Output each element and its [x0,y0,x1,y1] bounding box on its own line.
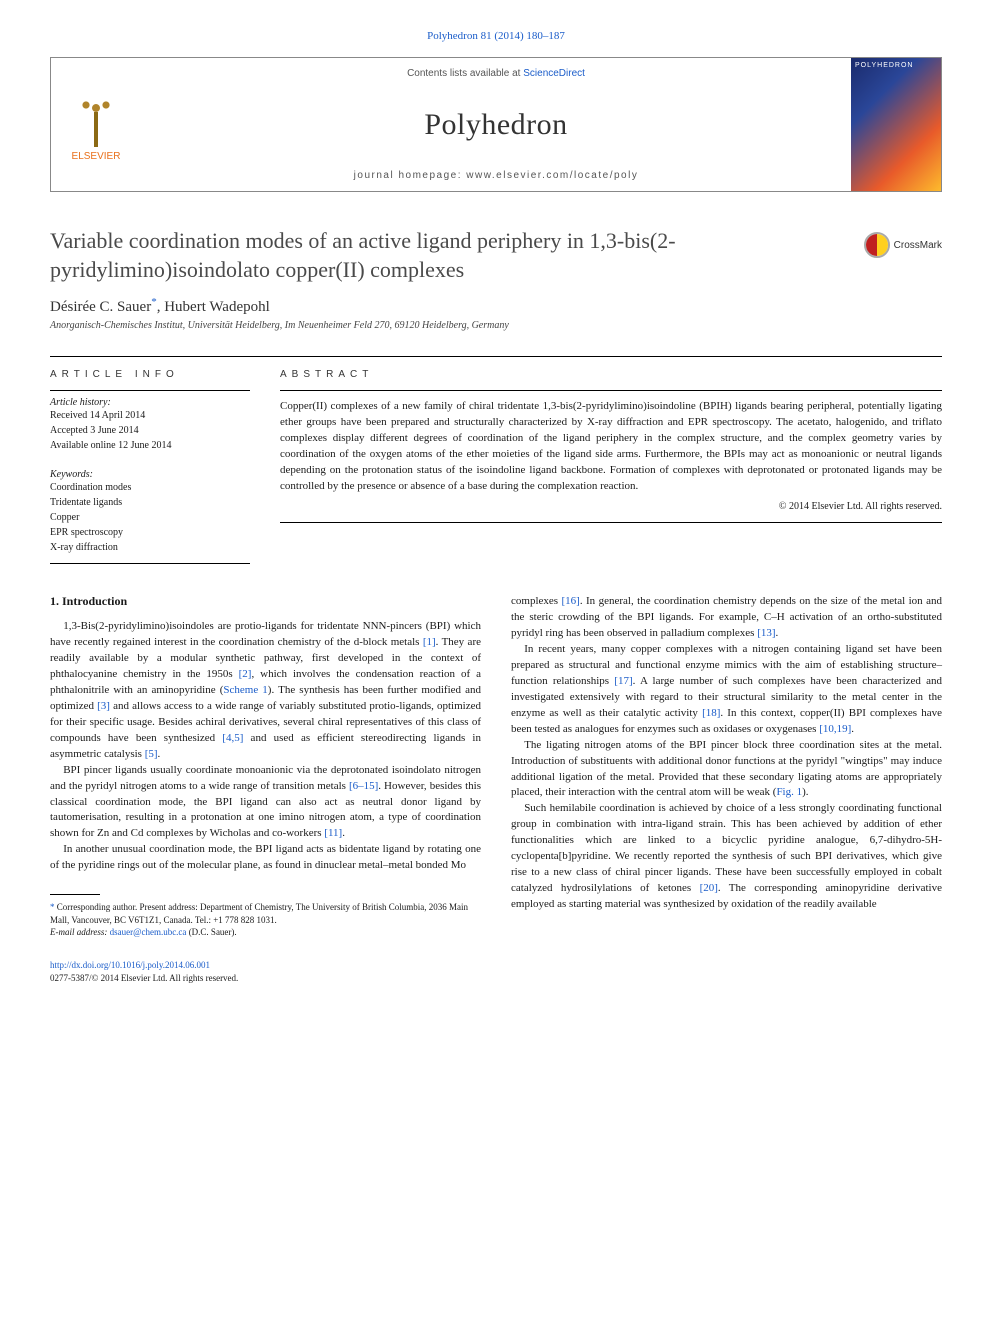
history-accepted: Accepted 3 June 2014 [50,423,250,438]
info-abstract-row: ARTICLE INFO Article history: Received 1… [50,356,942,564]
right-para-3: Such hemilabile coordination is achieved… [511,801,942,913]
left-para-0: 1,3-Bis(2-pyridylimino)isoindoles are pr… [50,619,481,762]
journal-header-box: ELSEVIER Contents lists available at Sci… [50,57,942,192]
email-link[interactable]: dsauer@chem.ubc.ca [110,927,187,937]
contents-available-line: Contents lists available at ScienceDirec… [141,68,851,79]
right-para-0: complexes [16]. In general, the coordina… [511,594,942,642]
footer-bar: http://dx.doi.org/10.1016/j.poly.2014.06… [50,959,481,984]
keyword-0: Coordination modes [50,480,250,495]
left-column: 1. Introduction 1,3-Bis(2-pyridylimino)i… [50,594,481,984]
doi-link[interactable]: http://dx.doi.org/10.1016/j.poly.2014.06… [50,959,481,972]
journal-name: Polyhedron [141,108,851,142]
contents-prefix: Contents lists available at [407,68,523,79]
right-para-2: The ligating nitrogen atoms of the BPI p… [511,738,942,802]
authors-line: Désirée C. Sauer*, Hubert Wadepohl [50,296,942,316]
title-row: Variable coordination modes of an active… [50,227,942,284]
abstract-block: ABSTRACT Copper(II) complexes of a new f… [280,369,942,564]
article-info-heading: ARTICLE INFO [50,369,250,380]
abstract-copyright: © 2014 Elsevier Ltd. All rights reserved… [280,501,942,523]
elsevier-logo[interactable]: ELSEVIER [71,87,121,162]
abstract-text: Copper(II) complexes of a new family of … [280,390,942,495]
right-column: complexes [16]. In general, the coordina… [511,594,942,984]
email-person: (D.C. Sauer). [186,927,236,937]
email-footnote: E-mail address: dsauer@chem.ubc.ca (D.C.… [50,926,481,939]
left-para-1: BPI pincer ligands usually coordinate mo… [50,763,481,843]
keyword-2: Copper [50,510,250,525]
corresponding-author-footnote: * Corresponding author. Present address:… [50,901,481,926]
body-columns: 1. Introduction 1,3-Bis(2-pyridylimino)i… [50,594,942,984]
keywords-heading: Keywords: [50,469,250,480]
article-info-block: ARTICLE INFO Article history: Received 1… [50,369,250,564]
history-heading: Article history: [50,390,250,408]
publisher-logo-area: ELSEVIER [51,58,141,191]
crossmark-label: CrossMark [894,240,942,251]
homepage-prefix: journal homepage: [354,170,467,181]
sciencedirect-link[interactable]: ScienceDirect [523,68,585,79]
crossmark-icon [864,232,890,258]
section-heading-intro: 1. Introduction [50,594,481,609]
footnote-marker: * [50,902,55,912]
right-para-1: In recent years, many copper complexes w… [511,642,942,738]
keyword-3: EPR spectroscopy [50,525,250,540]
footnote-text: Corresponding author. Present address: D… [50,902,468,925]
history-online: Available online 12 June 2014 [50,438,250,453]
author-2: Hubert Wadepohl [164,299,270,315]
author-1-marker: * [151,296,157,308]
abstract-heading: ABSTRACT [280,369,942,380]
left-para-2: In another unusual coordination mode, th… [50,842,481,874]
journal-citation: Polyhedron 81 (2014) 180–187 [50,30,942,42]
keywords-block: Keywords: Coordination modes Tridentate … [50,469,250,564]
affiliation: Anorganisch-Chemisches Institut, Univers… [50,320,942,331]
journal-cover-thumb[interactable]: POLYHEDRON [851,58,941,191]
elsevier-tree-icon [71,87,121,147]
article-title: Variable coordination modes of an active… [50,227,844,284]
crossmark-badge[interactable]: CrossMark [864,232,942,258]
header-center: Contents lists available at ScienceDirec… [141,58,851,191]
author-1: Désirée C. Sauer [50,299,151,315]
email-label: E-mail address: [50,927,110,937]
footnote-separator [50,894,100,895]
keyword-1: Tridentate ligands [50,495,250,510]
cover-label: POLYHEDRON [855,62,914,69]
issn-copyright: 0277-5387/© 2014 Elsevier Ltd. All right… [50,972,481,985]
keyword-4: X-ray diffraction [50,540,250,555]
history-received: Received 14 April 2014 [50,408,250,423]
journal-homepage-line: journal homepage: www.elsevier.com/locat… [141,170,851,181]
homepage-url[interactable]: www.elsevier.com/locate/poly [466,170,638,181]
publisher-name: ELSEVIER [72,151,121,162]
